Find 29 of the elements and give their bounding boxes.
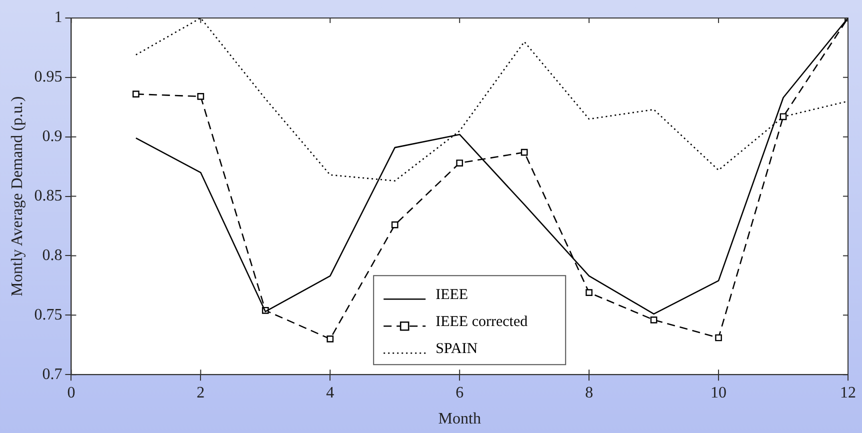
x-tick-label: 0 [67,384,76,402]
point [715,334,722,342]
x-tick-label: 2 [196,384,205,402]
y-tick-label: 0.95 [34,68,62,86]
point [132,90,140,98]
y-tick-label: 1 [54,9,62,26]
y-tick-label: 0.75 [34,306,62,324]
x-tick-label: 12 [840,384,856,402]
x-tick-label: 8 [585,384,594,402]
y-tick-label: 0.85 [34,188,62,205]
point [456,160,464,166]
legend-label: IEEE corrected [436,314,528,330]
x-axis-title: Month [438,410,481,428]
point [520,148,528,156]
legend-label: IEEE [436,287,468,304]
x-tick-label: 6 [456,384,464,402]
y-tick-label: 0.7 [42,366,62,383]
legend-label: SPAIN [436,341,478,358]
y-tick-label: 0.9 [42,128,62,146]
point [197,93,204,100]
point [326,336,334,342]
x-tick-label: 10 [710,384,727,402]
point [780,113,787,120]
y-tick-label: 0.8 [42,246,62,264]
y-axis-title: Montly Average Demand (p.u.) [8,96,26,296]
point [650,316,658,324]
point [586,289,592,296]
x-tick-label: 4 [326,384,334,402]
point [391,221,398,228]
